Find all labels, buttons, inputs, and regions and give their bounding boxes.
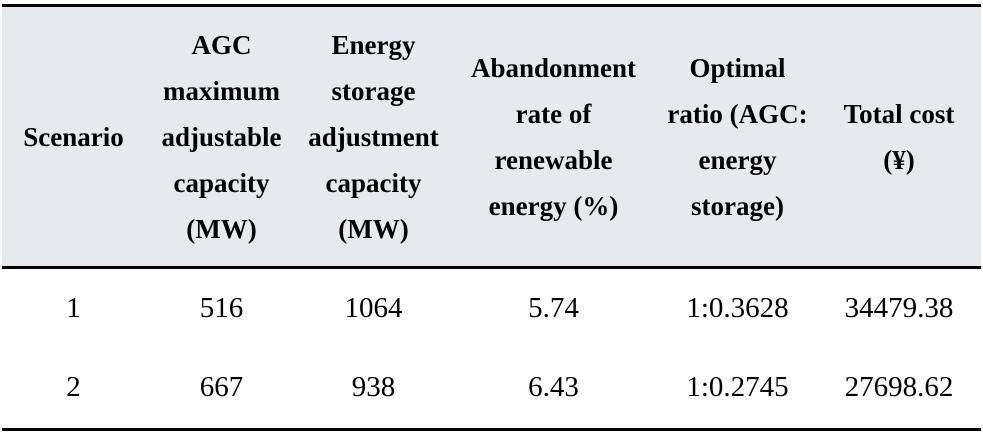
table-cell: 938 (351, 370, 396, 403)
column-header-label: Optimal ratio (AGC: energy storage) (667, 52, 808, 221)
header-rule (2, 266, 981, 269)
column-header-label: Total cost (¥) (843, 98, 955, 175)
column-header-label: Energy storage adjustment capacity (MW) (308, 29, 439, 244)
top-rule (2, 4, 981, 7)
table-cell: 1 (66, 291, 81, 324)
table-cell: 1:0.3628 (686, 291, 789, 324)
column-header-abandonment-rate: Abandonment rate of renewable energy (%) (449, 7, 658, 266)
data-table: Scenario AGC maximum adjustable capacity… (2, 7, 981, 425)
table-cell: 1:0.2745 (686, 370, 789, 403)
table-cell: 2 (66, 370, 81, 403)
column-header-optimal-ratio: Optimal ratio (AGC: energy storage) (658, 7, 817, 266)
bottom-rule (2, 428, 981, 431)
table-row: 1 516 1064 5.74 1:0.3628 34479.38 (2, 266, 981, 349)
column-header-total-cost: Total cost (¥) (817, 7, 981, 266)
table-cell: 34479.38 (844, 291, 954, 324)
table-header-row: Scenario AGC maximum adjustable capacity… (2, 7, 981, 266)
header-shading (2, 7, 981, 266)
table-cell: 1064 (344, 291, 403, 324)
table-cell: 5.74 (528, 291, 579, 324)
column-header-scenario: Scenario (2, 7, 145, 266)
table-cell: 516 (199, 291, 244, 324)
column-header-label: Scenario (23, 121, 124, 152)
table-cell: 6.43 (528, 370, 579, 403)
table-row: 2 667 938 6.43 1:0.2745 27698.62 (2, 349, 981, 425)
column-header-agc-capacity: AGC maximum adjustable capacity (MW) (145, 7, 298, 266)
table-cell: 667 (199, 370, 244, 403)
column-header-label: Abandonment rate of renewable energy (%) (470, 52, 637, 221)
table-cell: 27698.62 (844, 370, 954, 403)
column-header-label: AGC maximum adjustable capacity (MW) (161, 29, 282, 244)
column-header-storage-capacity: Energy storage adjustment capacity (MW) (298, 7, 449, 266)
